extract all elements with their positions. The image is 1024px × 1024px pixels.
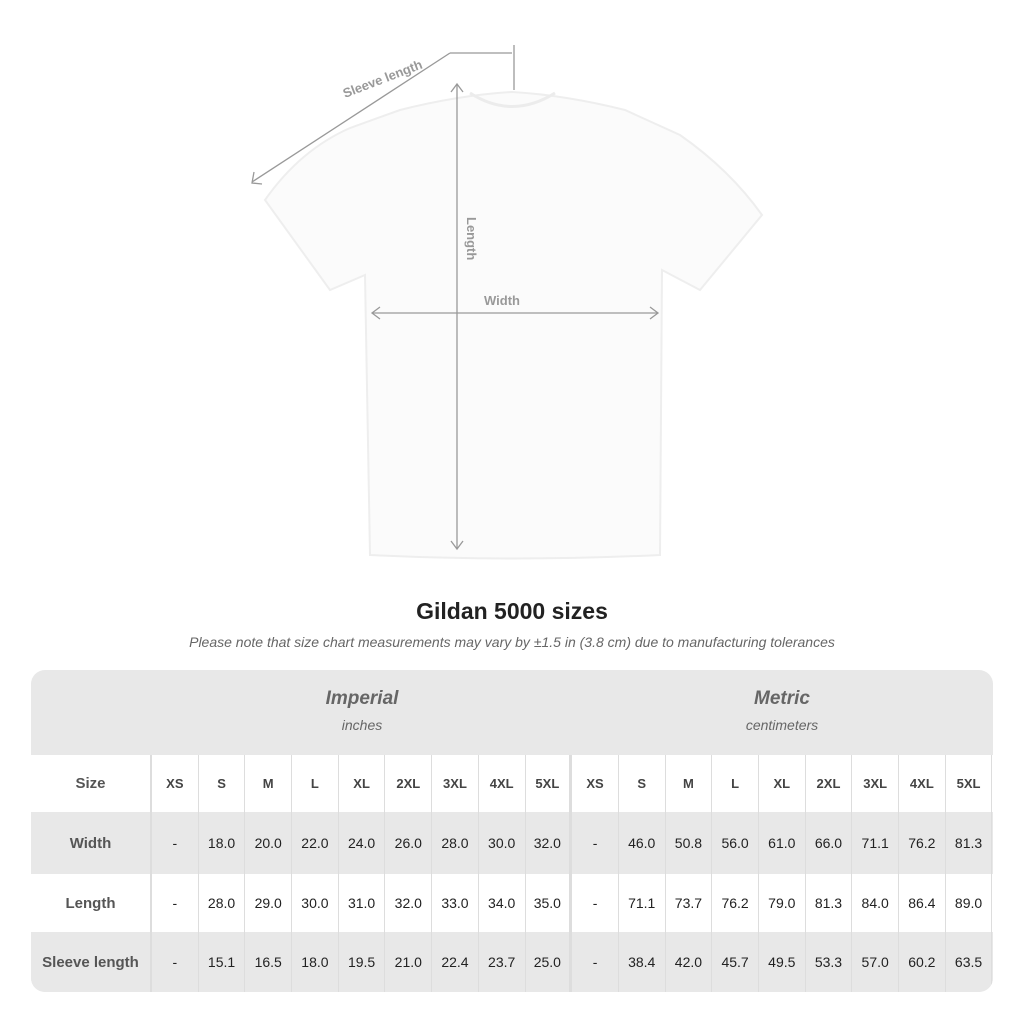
table-cell: 21.0 bbox=[385, 932, 433, 992]
table-cell: 49.5 bbox=[759, 932, 806, 992]
size-header-cell: 4XL bbox=[479, 755, 526, 812]
size-header-cell: 5XL bbox=[526, 755, 573, 812]
length-label: Length bbox=[464, 217, 479, 260]
table-cell: - bbox=[152, 932, 199, 992]
table-cell: - bbox=[572, 932, 619, 992]
size-header-cell: XL bbox=[339, 755, 386, 812]
table-cell: 56.0 bbox=[712, 812, 759, 874]
tshirt-shape bbox=[263, 90, 764, 560]
imperial-header: Imperial inches bbox=[152, 670, 572, 755]
table-cell: 76.2 bbox=[899, 812, 946, 874]
table-cell: 23.7 bbox=[479, 932, 526, 992]
table-cell: 20.0 bbox=[245, 812, 293, 874]
size-header-cell: L bbox=[712, 755, 759, 812]
table-cell: 22.4 bbox=[432, 932, 479, 992]
row-label: Width bbox=[31, 812, 152, 874]
size-header-cell: 3XL bbox=[852, 755, 899, 812]
table-cell: 71.1 bbox=[852, 812, 899, 874]
table-cell: 32.0 bbox=[385, 874, 433, 932]
table-cell: 28.0 bbox=[432, 812, 479, 874]
size-header-cell: 5XL bbox=[946, 755, 993, 812]
size-header-cell: 3XL bbox=[432, 755, 479, 812]
table-cell: 28.0 bbox=[199, 874, 246, 932]
table-cell: - bbox=[572, 812, 619, 874]
table-cell: 24.0 bbox=[339, 812, 386, 874]
table-cell: 66.0 bbox=[806, 812, 853, 874]
size-header-cell: 2XL bbox=[385, 755, 433, 812]
table-cell: 60.2 bbox=[899, 932, 946, 992]
imperial-unit: inches bbox=[341, 717, 383, 733]
table-cell: 76.2 bbox=[712, 874, 759, 932]
table-cell: 63.5 bbox=[946, 932, 993, 992]
size-header-cell: XL bbox=[759, 755, 806, 812]
table-cell: 89.0 bbox=[946, 874, 993, 932]
metric-header: Metric centimeters bbox=[572, 670, 992, 755]
table-cell: 81.3 bbox=[806, 874, 853, 932]
table-cell: 42.0 bbox=[666, 932, 713, 992]
table-cell: 86.4 bbox=[899, 874, 946, 932]
table-cell: 84.0 bbox=[852, 874, 899, 932]
sleeve-length-label: Sleeve length bbox=[341, 57, 425, 101]
table-cell: 79.0 bbox=[759, 874, 806, 932]
table-row: Width -18.0 20.0 22.0 24.0 26.0 28.0 30.0 32.0-4… bbox=[31, 812, 993, 874]
table-cell: 81.3 bbox=[946, 812, 993, 874]
table-cell: 53.3 bbox=[806, 932, 853, 992]
table-cell: - bbox=[152, 874, 199, 932]
table-row: Sleeve length -15.1 16.5 18.0 19.5 21.0 22.4 23… bbox=[31, 932, 993, 992]
table-cell: 16.5 bbox=[245, 932, 293, 992]
row-label: Length bbox=[31, 874, 152, 932]
table-cell: - bbox=[152, 812, 199, 874]
size-table: Imperial inches Metric centimeters Size X… bbox=[31, 670, 993, 992]
table-cell: 32.0 bbox=[526, 812, 573, 874]
table-cell: 22.0 bbox=[292, 812, 339, 874]
table-cell: 71.1 bbox=[619, 874, 666, 932]
table-cell: - bbox=[572, 874, 619, 932]
tolerance-note: Please note that size chart measurements… bbox=[189, 634, 835, 650]
table-cell: 30.0 bbox=[479, 812, 526, 874]
table-cell: 46.0 bbox=[619, 812, 666, 874]
table-cell: 50.8 bbox=[666, 812, 713, 874]
table-cell: 38.4 bbox=[619, 932, 666, 992]
row-label: Sleeve length bbox=[31, 932, 152, 992]
table-cell: 30.0 bbox=[292, 874, 339, 932]
size-header-cell: 4XL bbox=[899, 755, 946, 812]
size-header-cell: M bbox=[666, 755, 713, 812]
table-row: Length -28.0 29.0 30.0 31.0 32.0 33.0 34.0 35.0-… bbox=[31, 874, 993, 932]
metric-unit: centimeters bbox=[745, 717, 819, 733]
table-cell: 33.0 bbox=[432, 874, 479, 932]
table-cell: 29.0 bbox=[245, 874, 293, 932]
table-cell: 31.0 bbox=[339, 874, 386, 932]
table-cell: 15.1 bbox=[199, 932, 246, 992]
table-cell: 18.0 bbox=[199, 812, 246, 874]
size-header-cell: S bbox=[619, 755, 666, 812]
size-header-cell: S bbox=[199, 755, 246, 812]
table-cell: 19.5 bbox=[339, 932, 386, 992]
size-header-cell: M bbox=[245, 755, 293, 812]
size-header-cell: XS bbox=[152, 755, 199, 812]
width-label: Width bbox=[484, 293, 520, 308]
table-cell: 34.0 bbox=[479, 874, 526, 932]
size-header-row: Size XS S M L XL 2XL 3XL 4XL 5XL XS S M L XL 2XL 3XL 4XL 5… bbox=[31, 755, 993, 812]
table-cell: 35.0 bbox=[526, 874, 573, 932]
page-title: Gildan 5000 sizes bbox=[416, 598, 608, 624]
table-cell: 73.7 bbox=[666, 874, 713, 932]
table-cell: 26.0 bbox=[385, 812, 433, 874]
size-header-cell: 2XL bbox=[806, 755, 853, 812]
size-header-cell: XS bbox=[572, 755, 619, 812]
imperial-title: Imperial bbox=[325, 688, 399, 709]
table-cell: 25.0 bbox=[526, 932, 573, 992]
table-cell: 45.7 bbox=[712, 932, 759, 992]
table-cell: 61.0 bbox=[759, 812, 806, 874]
metric-title: Metric bbox=[754, 688, 810, 709]
table-cell: 18.0 bbox=[292, 932, 339, 992]
size-header-cell: L bbox=[292, 755, 339, 812]
table-cell: 57.0 bbox=[852, 932, 899, 992]
row-label: Size bbox=[31, 755, 152, 812]
tshirt-diagram: Sleeve length Length Width bbox=[251, 45, 764, 560]
